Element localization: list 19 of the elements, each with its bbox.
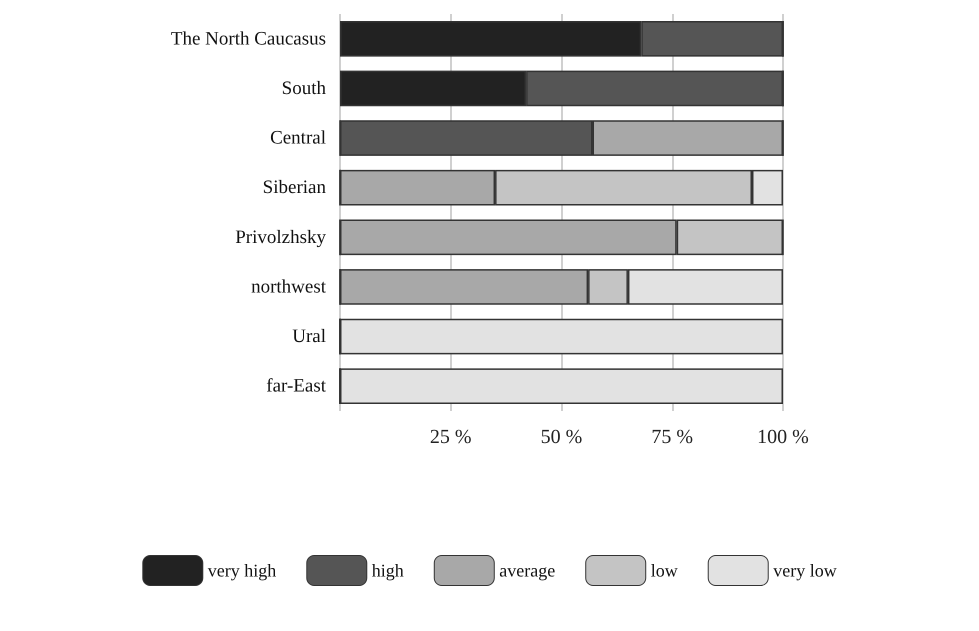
x-tick-label: 50 % <box>540 426 582 448</box>
bar <box>340 318 783 354</box>
legend-label: average <box>499 560 556 580</box>
x-tick-label: 75 % <box>651 426 694 448</box>
y-tick-label: The North Caucasus <box>170 28 326 50</box>
y-tick-label: northwest <box>251 276 327 298</box>
y-tick-label: far-East <box>266 376 327 397</box>
y-tick-label: Ural <box>292 326 326 348</box>
legend-label: very high <box>208 560 276 580</box>
y-tick-label: Privolzhsky <box>235 226 326 248</box>
x-tick-label: 100 % <box>757 426 809 448</box>
y-tick-label: South <box>282 78 326 99</box>
y-tick-label: Siberian <box>262 177 326 198</box>
legend-label: low <box>650 560 678 580</box>
bar <box>340 368 783 404</box>
x-tick-label: 25 % <box>430 426 472 448</box>
legend-label: very low <box>773 560 837 580</box>
legend-label: high <box>372 560 404 580</box>
y-tick-label: Central <box>270 128 326 149</box>
